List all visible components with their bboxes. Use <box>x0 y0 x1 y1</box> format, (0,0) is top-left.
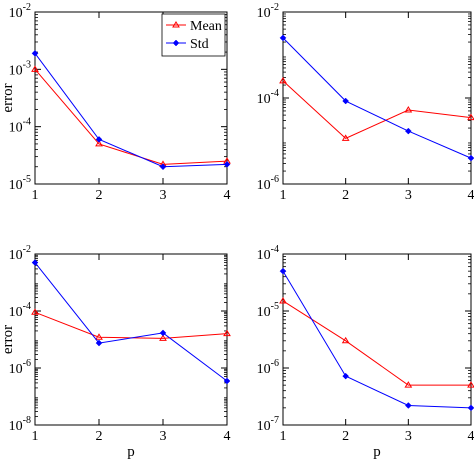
mean-point-2 <box>404 106 413 113</box>
x-tick-label: 4 <box>224 188 231 203</box>
mean-series-line <box>282 300 471 386</box>
legend-box <box>161 13 226 57</box>
std-point-0 <box>279 34 287 42</box>
panel-top-right: 10-6 10-4 10-2 1 2 3 4 <box>257 2 474 203</box>
y-axis-label: error <box>0 83 16 112</box>
std-point-3 <box>467 404 474 412</box>
y-tick-label: 10-2 <box>257 2 279 21</box>
panel-bottom-right: 10-7 10-6 10-5 10-4 1 2 3 4 p <box>257 244 474 459</box>
axes-frame <box>34 11 228 185</box>
mean-point-0 <box>279 76 287 84</box>
legend-label-std: Std <box>190 37 209 52</box>
std-point-0 <box>31 49 39 57</box>
mean-point-3 <box>467 113 474 121</box>
std-series-line <box>34 262 228 382</box>
y-tick-label: 10-2 <box>9 2 31 21</box>
mean-point-2 <box>159 334 167 341</box>
x-tick-label: 2 <box>96 188 103 203</box>
std-point-3 <box>223 377 231 385</box>
mean-point-0 <box>31 65 39 72</box>
y-tick-label: 10-5 <box>9 174 31 193</box>
std-series-line <box>34 53 228 168</box>
y-tick-label: 10-4 <box>257 244 279 263</box>
x-tick-label: 1 <box>280 429 287 444</box>
std-point-1 <box>95 136 103 143</box>
y-tick-label: 10-2 <box>9 244 31 263</box>
std-point-1 <box>342 97 350 105</box>
y-tick-label: 10-6 <box>257 358 279 377</box>
std-point-2 <box>404 402 412 409</box>
x-axis-label: p <box>127 444 135 459</box>
panel-top-left: 10-5 10-4 10-3 10-2 1 2 3 4 error Mean Std <box>0 2 231 203</box>
y-tick-label: 10-4 <box>9 117 31 136</box>
std-point-2 <box>404 127 412 135</box>
mean-point-0 <box>279 296 287 304</box>
y-tick-label: 10-5 <box>257 301 279 320</box>
mean-point-2 <box>404 381 413 388</box>
axes-frame <box>34 253 228 426</box>
x-tick-label: 2 <box>342 429 349 444</box>
mean-series-line <box>34 311 228 339</box>
axes-frame <box>282 11 472 185</box>
y-tick-label: 10-8 <box>9 415 31 434</box>
x-tick-label: 3 <box>405 188 412 203</box>
y-tick-label: 10-7 <box>257 415 279 434</box>
mean-point-1 <box>95 139 103 147</box>
y-tick-label: 10-4 <box>257 88 279 107</box>
mean-point-legend <box>172 21 180 28</box>
mean-point-1 <box>341 134 350 141</box>
legend-label-mean: Mean <box>190 19 222 34</box>
std-series-line <box>282 37 472 159</box>
std-point-0 <box>279 267 287 275</box>
y-tick-label: 10-4 <box>9 301 31 320</box>
x-axis-label: p <box>373 444 381 459</box>
panel-bottom-left: 10-8 10-6 10-4 10-2 1 2 3 4 error p <box>0 244 231 459</box>
mean-point-1 <box>95 333 103 340</box>
x-tick-label: 2 <box>96 429 103 444</box>
mean-point-0 <box>31 308 39 315</box>
x-tick-label: 3 <box>160 188 167 203</box>
x-tick-label: 1 <box>280 188 287 203</box>
std-point-2 <box>159 163 167 171</box>
std-point-1 <box>95 339 103 347</box>
std-point-2 <box>159 329 167 337</box>
x-tick-label: 1 <box>32 429 39 444</box>
y-axis-label: error <box>0 325 16 354</box>
std-point-legend <box>172 39 180 47</box>
std-point-1 <box>342 372 350 380</box>
std-series-line <box>282 270 472 409</box>
x-tick-label: 2 <box>342 188 349 203</box>
y-tick-label: 10-6 <box>9 358 31 377</box>
std-point-0 <box>31 259 39 266</box>
x-tick-label: 4 <box>468 188 474 203</box>
legend: Mean Std <box>161 13 226 57</box>
mean-point-1 <box>341 336 350 344</box>
x-tick-label: 4 <box>468 429 474 444</box>
x-tick-label: 1 <box>32 188 39 203</box>
axes-frame <box>282 253 472 426</box>
x-tick-label: 4 <box>224 429 231 444</box>
x-tick-label: 3 <box>160 429 167 444</box>
std-point-3 <box>223 161 231 168</box>
y-tick-label: 10-6 <box>257 174 279 193</box>
y-tick-label: 10-3 <box>9 59 31 78</box>
mean-point-3 <box>223 329 231 337</box>
mean-series-line <box>282 80 472 139</box>
mean-series-line <box>34 69 228 165</box>
mean-point-3 <box>467 381 474 388</box>
x-tick-label: 3 <box>405 429 412 444</box>
std-point-3 <box>467 154 474 162</box>
